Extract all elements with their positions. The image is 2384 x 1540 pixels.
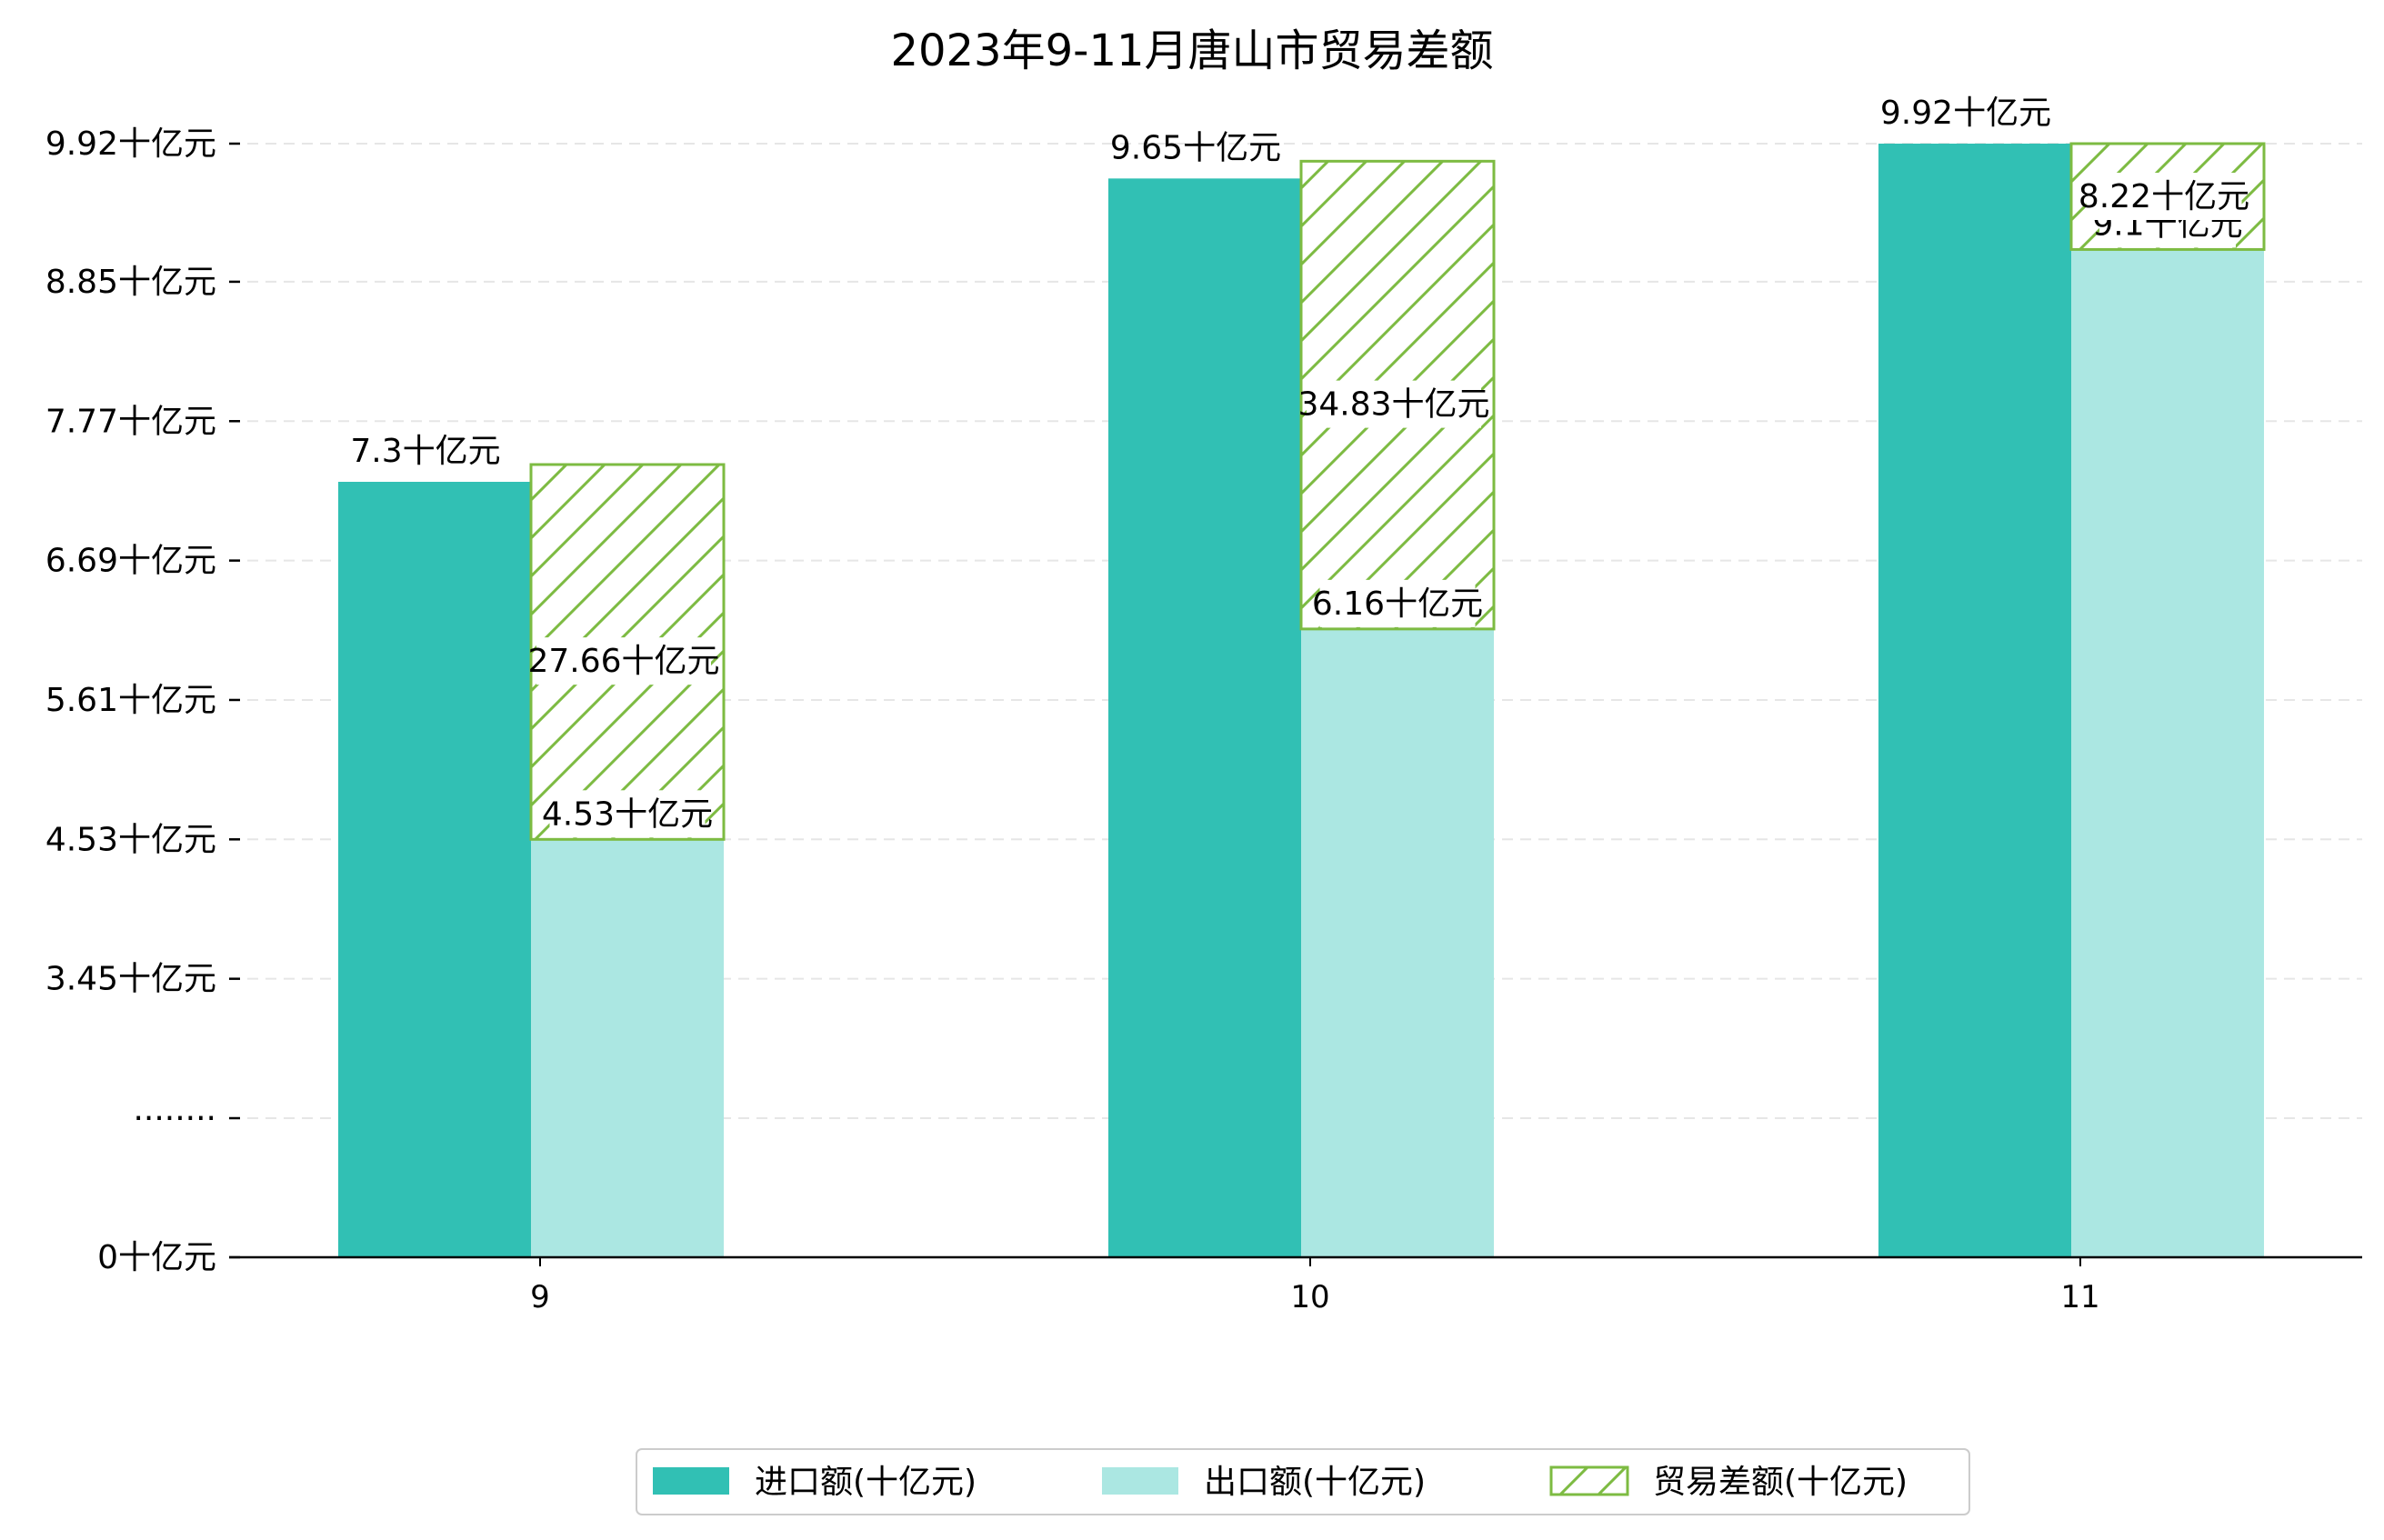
label-balance-11: 8.22十亿元 [2078, 173, 2249, 220]
y-tick-label: 7.77十亿元 [45, 403, 216, 440]
label-export-10: 6.16十亿元 [1312, 579, 1483, 627]
y-tick-label: 6.69十亿元 [45, 543, 216, 580]
legend-import-label: 进口额(十亿元) [755, 1464, 977, 1501]
label-import-11: 9.92十亿元 [1880, 95, 2051, 132]
bar-import-11 [1878, 144, 2071, 1257]
y-tick-label: ········ [133, 1100, 216, 1137]
y-tick-label: 8.85十亿元 [45, 264, 216, 301]
legend-import-swatch [653, 1467, 729, 1495]
bar-export-10 [1301, 628, 1494, 1257]
y-tick-label: 4.53十亿元 [45, 821, 216, 858]
label-balance-10-bg [1307, 380, 1481, 428]
label-export-9-bg [549, 790, 706, 838]
bar-export-9 [531, 839, 724, 1257]
y-tick-label: 5.61十亿元 [45, 682, 216, 719]
label-balance-9-bg [536, 637, 711, 685]
legend-balance-label: 贸易差额(十亿元) [1653, 1464, 1908, 1501]
legend-export: 出口额(十亿元) [1102, 1464, 1426, 1501]
x-tick-label: 10 [1290, 1279, 1329, 1315]
legend: 进口额(十亿元) 出口额(十亿元) 贸易差额(十亿元) [636, 1448, 1970, 1515]
legend-export-swatch [1102, 1467, 1178, 1495]
label-balance-10-text: 34.83十亿元 [1297, 386, 1489, 424]
data-labels: 7.3十亿元 4.53十亿元 27.66十亿元 9.65十亿元 6.16十亿元 34.83… [350, 95, 2249, 838]
label-balance-11-bg [2086, 173, 2242, 220]
label-balance-9-text: 27.66十亿元 [527, 643, 719, 680]
label-import-10: 9.65十亿元 [1110, 129, 1281, 166]
label-balance-9: 27.66十亿元 [527, 637, 720, 685]
legend-box: 进口额(十亿元) 出口额(十亿元) 贸易差额(十亿元) [636, 1448, 1970, 1515]
label-import-9: 7.3十亿元 [350, 433, 500, 470]
bar-export-11 [2071, 249, 2264, 1257]
chart-title: 2023年9-11月唐山市贸易差额 [890, 25, 1493, 76]
label-export-9: 4.53十亿元 [542, 790, 713, 838]
bar-import-9 [338, 482, 531, 1257]
label-export-9-text: 4.53十亿元 [542, 795, 713, 833]
y-tick-label: 9.92十亿元 [45, 125, 216, 163]
bar-import-10 [1108, 178, 1301, 1257]
bars [338, 142, 2266, 1257]
label-export-10-text: 6.16十亿元 [1312, 585, 1483, 623]
x-tick-label: 11 [2060, 1279, 2099, 1315]
label-export-10-bg [1319, 579, 1476, 627]
y-tick-label: 0十亿元 [97, 1239, 216, 1276]
label-balance-10: 34.83十亿元 [1297, 380, 1490, 428]
y-tick-label: 3.45十亿元 [45, 961, 216, 998]
legend-balance-swatch [1549, 1465, 1629, 1496]
axes: 0十亿元 ········ 3.45十亿元 4.53十亿元 5.61十亿元 6.69十亿元… [45, 125, 2362, 1315]
x-tick-label: 9 [530, 1279, 550, 1315]
legend-import: 进口额(十亿元) [653, 1464, 977, 1501]
legend-export-label: 出口额(十亿元) [1204, 1464, 1426, 1501]
legend-balance: 贸易差额(十亿元) [1549, 1464, 1908, 1501]
label-balance-11-text: 8.22十亿元 [2078, 178, 2249, 215]
legend-frame [636, 1448, 1970, 1515]
